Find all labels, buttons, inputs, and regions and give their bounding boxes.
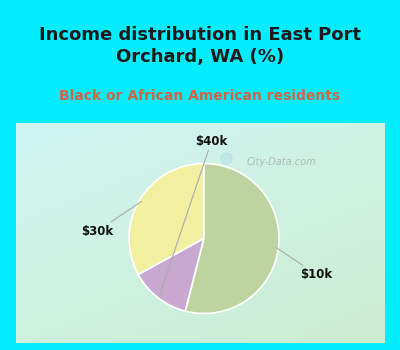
Text: $40k: $40k xyxy=(160,134,228,296)
Wedge shape xyxy=(129,163,204,275)
Text: City-Data.com: City-Data.com xyxy=(246,157,316,167)
Wedge shape xyxy=(138,238,204,311)
Text: $30k: $30k xyxy=(82,202,141,238)
Text: Income distribution in East Port
Orchard, WA (%): Income distribution in East Port Orchard… xyxy=(39,26,361,66)
Text: Black or African American residents: Black or African American residents xyxy=(60,89,340,103)
Wedge shape xyxy=(185,163,279,314)
Text: $10k: $10k xyxy=(276,247,332,281)
